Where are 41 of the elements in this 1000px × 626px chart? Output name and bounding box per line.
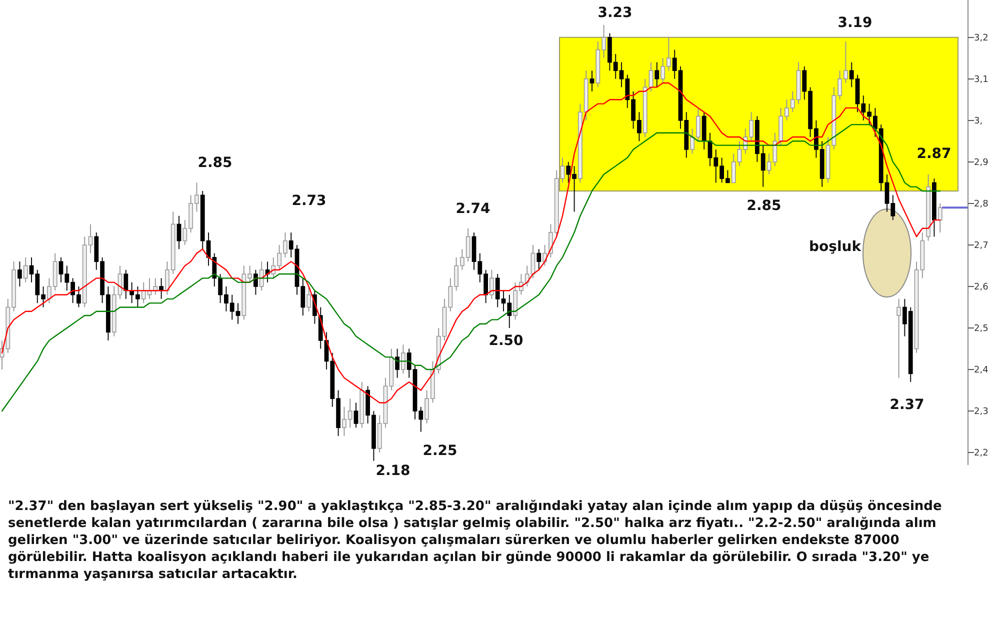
candlestick (536, 248, 542, 270)
candlestick (18, 261, 22, 287)
y-tick-label: 2,8 (974, 200, 989, 210)
annotation: 2.87 (916, 146, 952, 162)
text: "2.37" den başlayan sert yükseliş "2.90" a yaklaştıkça "2.85-3.20" aralığındaki yatay alan içinde alım yapıp da düşüş öncesinde senetlerde kalan yatırımcılardan ( zararına bile olsa ) satışlar gelmiş olabilir. "2.50" halka arz fiyatı.. "2.2-2.50" aralığında alım gelirken "3.00" ve üzerinde satıcılar beliriyor. Koalisyon çalışmaları sürerken ve olumlu haberler gelirken endekste 87000 görülebilir. Hatta koalisyon açıklandı haberi ile yukarıdan açılan bir günde 90000 li rakamlar da görülebilir. O sırada "3.20" ye tırmanma yaşanırsa satıcılar artacaktır. (8, 498, 943, 583)
annotation: 2.50 (488, 333, 524, 349)
candlestick (490, 269, 494, 300)
annotation: 2.85 (746, 198, 782, 214)
y-tick-label: 2,5 (974, 324, 988, 334)
candlestick (590, 70, 594, 92)
y-tick-label: 2,6 (974, 282, 989, 293)
annotation: boşluk (808, 239, 862, 255)
candlestick (259, 261, 264, 292)
candlestick (566, 161, 571, 184)
candlestick (23, 256, 28, 283)
annotation: 2.74 (456, 201, 491, 217)
y-tick-label: 2,4 (974, 366, 989, 376)
candlestick (254, 269, 258, 296)
y-tick-label: 2,3 (974, 407, 988, 418)
candlestick (395, 348, 400, 378)
annotation: 2.73 (292, 193, 326, 209)
annotation: 2.25 (422, 443, 458, 459)
candlestick (896, 298, 901, 378)
annotation: 3.23 (598, 5, 632, 21)
candlestick (401, 344, 406, 374)
candlestick (124, 269, 128, 300)
candlestick (938, 202, 942, 233)
y-tick-label: 2,2 (974, 448, 988, 459)
y-tick-label: 2,7 (974, 241, 988, 252)
y-tick-label: 3, (974, 116, 983, 127)
annotation: 2.85 (198, 155, 232, 171)
y-tick-label: 2,9 (974, 158, 989, 168)
annotation: 3.19 (838, 15, 872, 31)
y-tick-label: 3,1 (974, 75, 988, 86)
annotation: 2.18 (376, 463, 410, 479)
candlestick (572, 166, 576, 212)
annotation: 2.37 (890, 397, 924, 413)
y-tick-label: 3,2 (974, 34, 988, 44)
candlestick (654, 62, 660, 88)
candlestick (354, 402, 358, 428)
candlestick (306, 286, 311, 312)
